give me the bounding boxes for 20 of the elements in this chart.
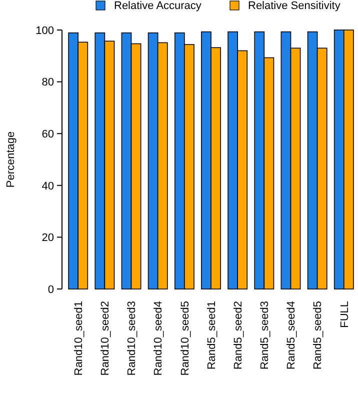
x-tick-label: Rand5_seed1 — [206, 301, 218, 370]
y-tick-label: 100 — [36, 24, 54, 37]
legend-label: Relative Accuracy — [114, 0, 202, 12]
y-axis-title: Percentage — [5, 131, 17, 188]
y-tick-label: 0 — [48, 284, 54, 296]
y-tick-label: 20 — [42, 232, 54, 244]
x-tick-label: Rand5_seed2 — [232, 301, 244, 370]
x-tick-label: Rand10_seed4 — [152, 301, 165, 376]
x-tick-label: Rand10_seed3 — [126, 301, 138, 376]
y-tick-label: 60 — [42, 128, 54, 140]
x-tick-label: FULL — [338, 301, 351, 328]
y-tick-label: 80 — [42, 76, 54, 89]
x-tick-label: Rand10_seed1 — [72, 301, 85, 376]
x-tick-label: Rand5_seed4 — [286, 301, 298, 370]
x-tick-label: Rand5_seed5 — [312, 301, 324, 370]
x-tick-label: Rand10_seed5 — [179, 301, 192, 376]
legend-label: Relative Sensitivity — [248, 0, 341, 12]
y-tick-label: 40 — [42, 180, 54, 192]
x-tick-label: Rand5_seed3 — [259, 301, 272, 370]
x-tick-label: Rand10_seed2 — [100, 301, 112, 376]
